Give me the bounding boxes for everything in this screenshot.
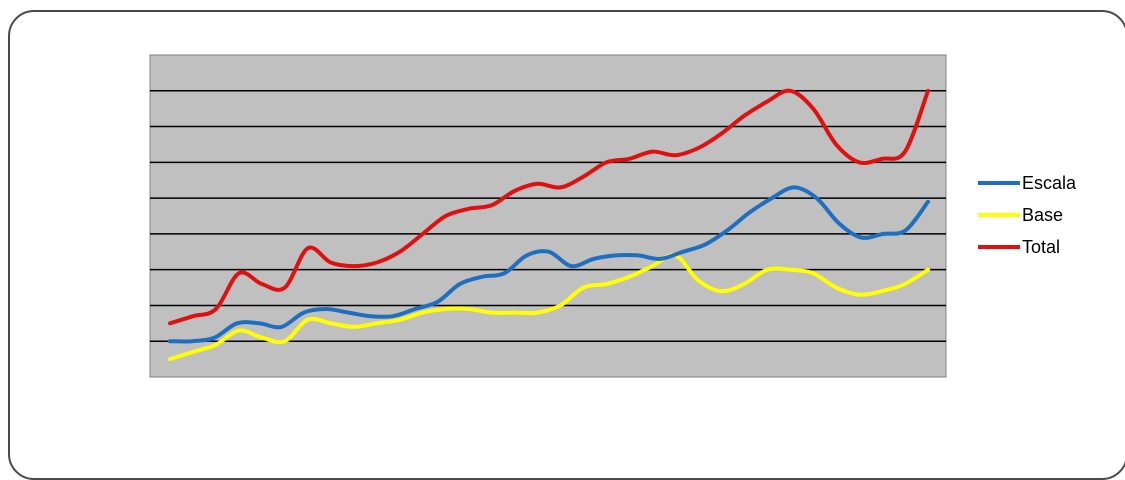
legend-label-base: Base bbox=[1022, 205, 1063, 225]
series-lines bbox=[168, 88, 930, 362]
line-chart: Escala Base Total bbox=[149, 54, 1077, 378]
legend-label-total: Total bbox=[1022, 237, 1060, 257]
plot-area bbox=[149, 54, 947, 378]
series-line-total bbox=[168, 88, 930, 326]
series-line-escala bbox=[168, 185, 930, 344]
legend-label-escala: Escala bbox=[1022, 173, 1077, 193]
series-line-base bbox=[168, 253, 930, 362]
legend: Escala Base Total bbox=[978, 173, 1077, 257]
